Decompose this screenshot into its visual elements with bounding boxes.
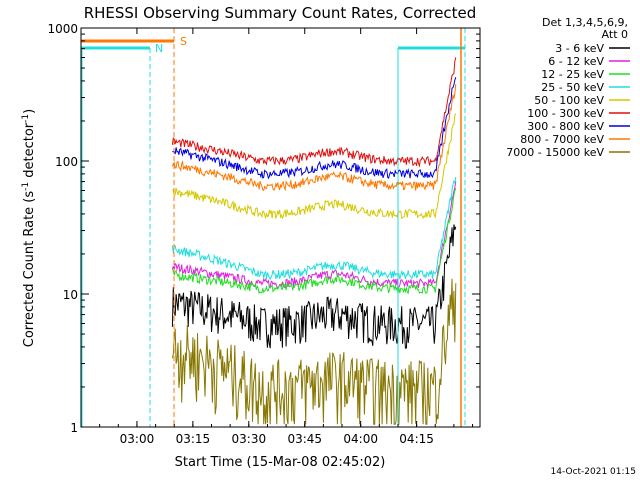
legend-label: 800 - 7000 keV [520,133,604,146]
series-line [172,188,457,295]
legend-label: 50 - 100 keV [534,94,604,107]
night-flag-label: N [155,42,163,55]
x-tick-label: 03:00 [120,432,155,446]
x-axis-label: Start Time (15-Mar-08 02:45:02) [175,455,386,470]
legend-label: 25 - 50 keV [541,81,604,94]
series-line [172,113,457,220]
series-line [171,181,457,289]
y-axis: 1 10 100 1000 [47,22,480,435]
legend-label: 7000 - 15000 keV [506,146,604,159]
legend-label: 12 - 25 keV [541,68,604,81]
x-tick-label: 03:15 [176,432,211,446]
saa-flag-label: S [180,35,187,48]
x-tick-label: 03:45 [287,432,322,446]
legend-label: 300 - 800 keV [527,120,604,133]
x-tick-label: 04:15 [399,432,434,446]
legend-label: 6 - 12 keV [548,55,604,68]
legend-header-line2: Att 0 [602,28,628,41]
series-line [171,176,457,281]
y-tick-label: 1 [70,421,78,435]
data-traces [171,57,457,425]
legend-label: 100 - 300 keV [527,107,604,120]
y-tick-label: 10 [63,288,78,302]
x-axis: 03:00 03:15 03:30 03:45 04:00 04:15 [99,28,474,446]
x-tick-label: 04:00 [343,432,378,446]
y-axis-label: Corrected Count Rate (s-1 detector-1) [21,109,37,347]
legend-header-line1: Det 1,3,4,5,6,9, [542,16,628,29]
timestamp: 14-Oct-2021 01:15 [551,467,636,477]
y-tick-label: 100 [55,155,78,169]
status-markers: SN [81,28,466,427]
legend-label: 3 - 6 keV [555,42,604,55]
series-line [171,224,457,349]
chart-title: RHESSI Observing Summary Count Rates, Co… [84,4,477,22]
series-line [171,57,457,168]
plot-frame [80,27,481,428]
series-line [171,278,457,425]
series-line [172,77,457,180]
series-line [171,84,457,192]
x-tick-label: 03:30 [232,432,267,446]
y-tick-label: 1000 [47,22,78,36]
